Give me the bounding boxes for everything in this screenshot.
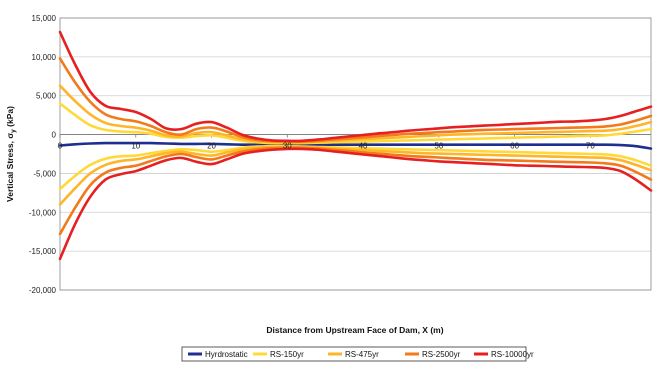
plot-area bbox=[59, 17, 652, 291]
legend-label: Hyrdrostatic bbox=[205, 350, 248, 359]
legend-label: RS-475yr bbox=[345, 350, 379, 359]
y-tick-label: -20,000 bbox=[29, 286, 57, 295]
x-tick-labels: 0 10 20 30 40 50 60 70 bbox=[58, 142, 596, 151]
legend-label: RS-10000yr bbox=[491, 350, 534, 359]
x-tick-label: 60 bbox=[510, 142, 519, 151]
series-line-rs-10000yr bbox=[58, 147, 653, 261]
x-axis-title: Distance from Upstream Face of Dam, X (m… bbox=[266, 325, 443, 335]
y-tick-label: -15,000 bbox=[29, 247, 57, 256]
series-line-rs-475yr bbox=[58, 84, 653, 144]
legend: Hyrdrostatic RS-150yr RS-475yr RS-2500yr RS-… bbox=[181, 346, 534, 362]
y-tick-label: 5,000 bbox=[36, 92, 57, 101]
y-tick-label: 10,000 bbox=[32, 53, 57, 62]
y-tick-label: -5,000 bbox=[33, 169, 56, 178]
series-line-rs-150yr bbox=[58, 102, 653, 145]
series-line-rs-475yr bbox=[58, 145, 653, 206]
y-tick-label: -10,000 bbox=[29, 208, 57, 217]
y-tick-label: 0 bbox=[52, 131, 57, 140]
y-tick-label: 15,000 bbox=[32, 14, 57, 23]
x-tick-label: 70 bbox=[586, 142, 595, 151]
y-tick-labels: 15,000 10,000 5,000 0 -5,000 -10,000 -15,000 -2… bbox=[29, 14, 57, 295]
series-lines bbox=[58, 30, 653, 261]
series-line-rs-2500yr bbox=[58, 146, 653, 236]
x-tick-label: 40 bbox=[359, 142, 368, 151]
x-tick-label: 30 bbox=[283, 142, 292, 151]
legend-label: RS-150yr bbox=[270, 350, 304, 359]
series-line-rs-150yr bbox=[58, 144, 653, 191]
x-tick-label: 0 bbox=[58, 142, 63, 151]
legend-box bbox=[181, 346, 527, 362]
x-tick-label: 20 bbox=[207, 142, 216, 151]
legend-label: RS-2500yr bbox=[422, 350, 461, 359]
series-line-hyrdrostatic bbox=[58, 141, 653, 150]
y-axis-title-main: Vertical Stress, σ bbox=[5, 133, 15, 202]
x-tick-label: 50 bbox=[434, 142, 443, 151]
x-tick-label: 10 bbox=[131, 142, 140, 151]
series-line-rs-10000yr bbox=[58, 30, 653, 143]
y-axis-title-unit: (kPa) bbox=[5, 106, 15, 129]
series-line-rs-2500yr bbox=[58, 57, 653, 143]
y-axis-title-sub: y bbox=[10, 129, 17, 133]
y-axis-title: Vertical Stress, σy (kPa) bbox=[5, 106, 17, 202]
